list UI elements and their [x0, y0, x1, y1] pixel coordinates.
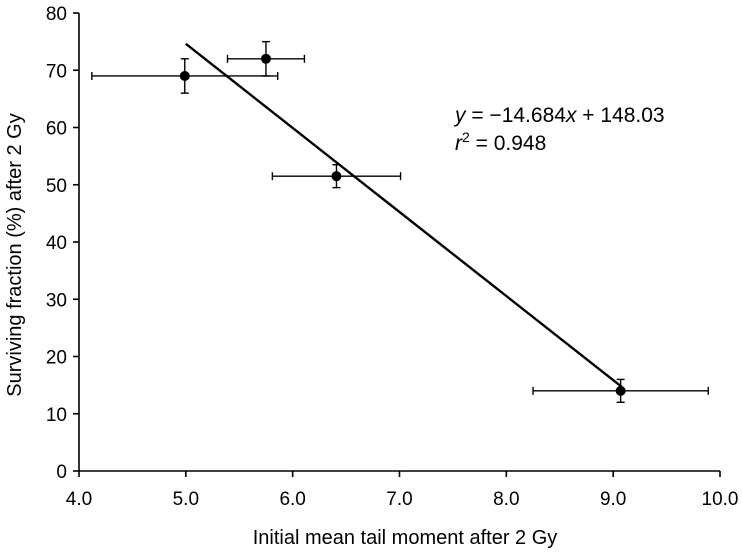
- data-points: [179, 53, 626, 396]
- x-axis-title: Initial mean tail moment after 2 Gy: [253, 527, 558, 549]
- r-var: r: [455, 132, 463, 155]
- x-tick-label: 4.0: [66, 489, 92, 510]
- data-point: [179, 70, 190, 81]
- regression-equation: y = −14.684x + 148.03: [453, 104, 665, 127]
- x-tick-label: 9.0: [600, 489, 626, 510]
- x-tick-label: 8.0: [493, 489, 519, 510]
- equation-slope: = −14.684: [466, 104, 567, 127]
- equation-y-var: y: [453, 104, 467, 127]
- r-value: = 0.948: [470, 132, 546, 155]
- data-point: [260, 53, 271, 64]
- y-tick-label: 30: [46, 290, 67, 311]
- y-tick-label: 70: [46, 61, 67, 82]
- x-tick-label: 6.0: [279, 489, 305, 510]
- plot-area: 4.0 5.0 6.0 7.0 8.0 9.0 10.0 0 10 20 30 40 50 60 70 80: [46, 4, 739, 510]
- y-axis-title: Surviving fraction (%) after 2 Gy: [4, 113, 26, 396]
- y-tick-label: 10: [46, 405, 67, 426]
- x-ticks: 4.0 5.0 6.0 7.0 8.0 9.0 10.0: [66, 471, 739, 510]
- x-tick-label: 10.0: [702, 489, 739, 510]
- y-ticks: 0 10 20 30 40 50 60 70 80: [46, 4, 79, 483]
- y-tick-label: 40: [46, 233, 67, 254]
- data-point: [331, 171, 342, 182]
- y-tick-label: 0: [56, 462, 67, 483]
- y-tick-label: 50: [46, 176, 67, 197]
- x-tick-label: 7.0: [386, 489, 412, 510]
- equation-intercept: + 148.03: [576, 104, 664, 127]
- r-squared: r2 = 0.948: [455, 129, 546, 155]
- y-tick-label: 20: [46, 348, 67, 369]
- x-tick-label: 5.0: [173, 489, 199, 510]
- error-bars: [91, 40, 709, 403]
- y-tick-label: 60: [46, 119, 67, 140]
- y-tick-label: 80: [46, 4, 67, 25]
- regression-line: [185, 42, 623, 388]
- data-point: [615, 385, 626, 396]
- equation-x-var: x: [565, 104, 578, 127]
- r-sup: 2: [462, 129, 470, 145]
